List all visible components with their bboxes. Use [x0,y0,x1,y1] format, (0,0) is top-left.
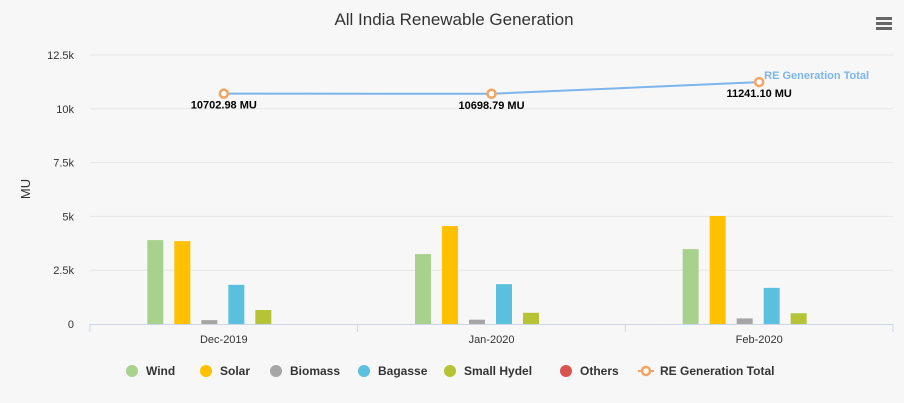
bar-solar [174,241,191,324]
y-axis-labels: 0 2.5k 5k 7.5k 10k 12.5k [47,50,74,331]
legend-symbol [560,365,572,377]
legend-item[interactable]: RE Generation Total [638,364,774,378]
bar-biomass [201,320,218,324]
x-tick-label: Dec-2019 [200,334,248,346]
legend-label: Others [580,364,619,378]
chart-menu-button[interactable] [870,11,896,35]
bar-solar [709,215,726,324]
data-label: 10702.98 MU [191,100,257,112]
bar-bagasse [763,287,780,324]
y-tick-label: 2.5k [53,265,74,277]
bar-wind [147,240,164,324]
legend-item[interactable]: Wind [126,364,175,378]
legend-label: Small Hydel [464,364,532,378]
total-point [486,88,497,100]
legend-symbol [200,365,212,377]
grid-lines [90,54,893,271]
bar-small-hydel [790,313,807,324]
x-tick-label: Feb-2020 [736,334,783,346]
legend-item[interactable]: Biomass [270,364,340,378]
bar-biomass [469,319,485,324]
legend-symbol [358,365,370,377]
data-label: 10698.79 MU [458,100,524,112]
chart-title: All India Renewable Generation [334,10,573,29]
y-axis-title: MU [18,179,33,199]
bar-bagasse [228,284,245,324]
bar-solar [442,226,458,324]
hamburger-menu-icon [876,17,892,30]
legend-symbol [444,365,456,377]
y-tick-label: 7.5k [53,158,74,170]
bar-wind [415,254,431,324]
bar-biomass [736,318,753,324]
bar-bagasse [496,284,512,324]
y-tick-label: 5k [62,211,74,223]
y-tick-label: 10k [56,104,74,116]
data-label: 11241.10 MU [726,88,791,100]
x-axis: Dec-2019 Jan-2020 Feb-2020 [89,324,894,346]
legend-symbol [640,365,652,377]
legend-label: RE Generation Total [660,364,774,378]
legend-item[interactable]: Small Hydel [444,364,532,378]
total-point [753,76,765,88]
bar-small-hydel [523,312,539,324]
legend-label: Wind [146,364,175,378]
legend-symbol [126,365,138,377]
series-label: RE Generation Total [764,70,869,82]
bar-small-hydel [255,310,272,324]
legend-label: Biomass [290,364,340,378]
bar-wind [682,249,699,324]
legend-label: Bagasse [378,364,428,378]
bar-series [147,215,807,324]
legend-item[interactable]: Bagasse [358,364,428,378]
legend-item[interactable]: Solar [200,364,250,378]
legend-symbol [270,365,282,377]
y-tick-label: 12.5k [47,50,74,62]
legend-label: Solar [220,364,250,378]
total-point [218,88,230,99]
legend: Wind Solar Biomass Bagasse Small Hydel Others… [126,364,774,378]
x-tick-label: Jan-2020 [469,334,515,346]
legend-item[interactable]: Others [560,364,619,378]
total-line-series: 10702.98 MU 10698.79 MU 11241.10 MU RE Gene… [191,70,869,112]
y-tick-label: 0 [68,319,74,331]
